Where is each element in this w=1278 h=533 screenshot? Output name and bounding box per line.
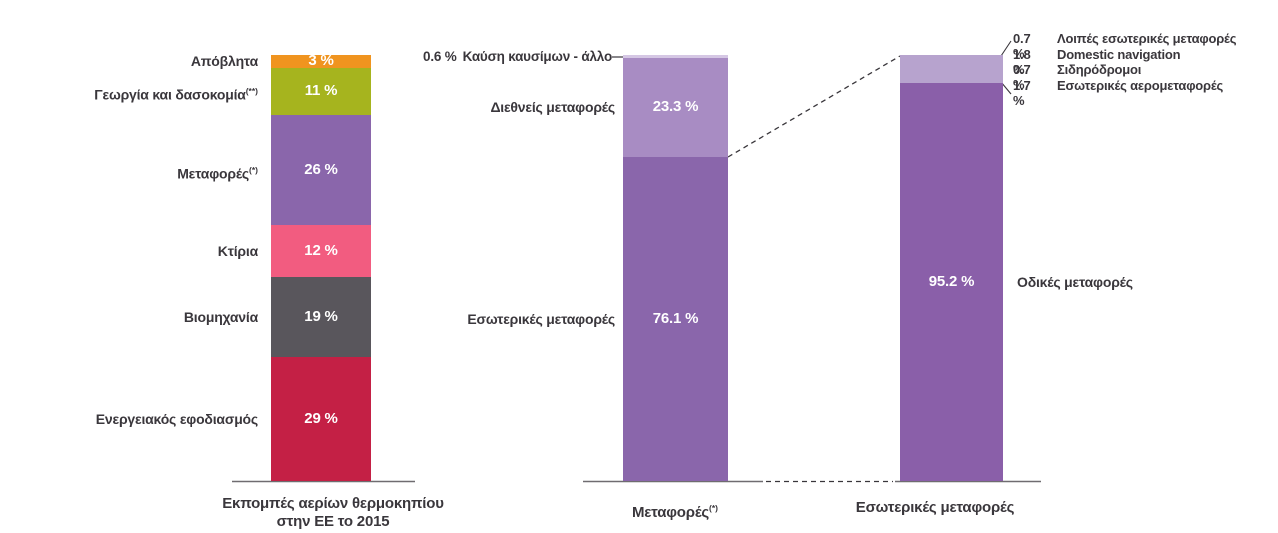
segment-value-eu-ghg-emissions-2015-2: 26 % — [304, 161, 338, 179]
callout-row: 1.7 % Εσωτερικές αερομεταφορές — [1013, 77, 1236, 108]
callout-label: Domestic navigation — [1057, 46, 1181, 62]
segment-label-eu-ghg-emissions-2015-5: Ενεργειακός εφοδιασμός — [95, 411, 258, 428]
segment-domestic-transport-split-0 — [900, 55, 1003, 83]
segment-transport-split-2 — [623, 156, 728, 481]
stacked-bar-transport-split: 23.3 % 76.1 % — [623, 55, 728, 481]
axis-label-text: Μεταφορές — [631, 504, 710, 521]
segment-label-eu-ghg-emissions-2015-0: Απόβλητα — [190, 53, 258, 70]
segment-eu-ghg-emissions-2015-1 — [271, 67, 371, 115]
domestic-modes-callout-block: 0.7 % Λοιπές εσωτερικές μεταφορές 1.8 % … — [1013, 31, 1237, 108]
segment-eu-ghg-emissions-2015-2 — [271, 114, 371, 226]
segment-eu-ghg-emissions-2015-0 — [271, 55, 371, 68]
segment-label-eu-ghg-emissions-2015-3: Κτίρια — [217, 242, 258, 259]
axis-label-transport: Μεταφορές(*) — [600, 499, 750, 522]
callout-pct: 0.7 % — [1013, 62, 1031, 92]
segment-value-eu-ghg-emissions-2015-0: 3 % — [308, 52, 334, 70]
segment-eu-ghg-emissions-2015-3 — [271, 225, 371, 277]
callout-pct: 1.7 % — [1013, 77, 1031, 108]
segment-label-transport-split-1: Διεθνείς μεταφορές — [490, 99, 615, 116]
callout-pct: 0.6 % — [423, 49, 457, 64]
axis-label-domestic-transport: Εσωτερικές μεταφορές — [850, 499, 1020, 517]
segment-label-eu-ghg-emissions-2015-2: Μεταφορές(*) — [177, 165, 258, 182]
segment-value-transport-split-2: 76.1 % — [652, 309, 699, 327]
callout-fuel-combustion-other: 0.6 % Καύση καυσίμων - άλλο — [423, 48, 612, 66]
axis-label-line1: Εκπομπές αερίων θερμοκηπίου — [222, 495, 444, 512]
axis-label-sup: (*) — [709, 503, 719, 513]
leader-line-callout-top — [1000, 40, 1012, 57]
segment-value-eu-ghg-emissions-2015-3: 12 % — [304, 241, 338, 259]
segment-label-eu-ghg-emissions-2015-4: Βιομηχανία — [183, 308, 258, 325]
axis-label-eu-emissions: Εκπομπές αερίων θερμοκηπίου στην ΕΕ το 2… — [193, 495, 473, 531]
segment-label-transport-split-2: Εσωτερικές μεταφορές — [467, 310, 615, 327]
stacked-bar-domestic-transport-split: 95.2 % — [900, 55, 1003, 481]
segment-transport-split-1 — [623, 57, 728, 157]
segment-eu-ghg-emissions-2015-4 — [271, 276, 371, 358]
segment-value-eu-ghg-emissions-2015-4: 19 % — [304, 307, 338, 325]
segment-eu-ghg-emissions-2015-5 — [271, 357, 371, 481]
segment-value-eu-ghg-emissions-2015-5: 29 % — [304, 410, 338, 428]
dashed-connector-top — [727, 55, 901, 158]
callout-row: 0.7 % Σιδηρόδρομοι — [1013, 62, 1236, 92]
callout-label: Καύση καυσίμων - άλλο — [462, 49, 613, 64]
segment-value-domestic-transport-split-1: 95.2 % — [928, 272, 975, 290]
callout-pct: 0.7 % — [1013, 31, 1031, 61]
callout-row: 1.8 % Domestic navigation — [1013, 46, 1236, 77]
segment-value-eu-ghg-emissions-2015-1: 11 % — [304, 82, 338, 100]
axis-label-line2: στην ΕΕ το 2015 — [276, 513, 390, 530]
segment-label-eu-ghg-emissions-2015-1: Γεωργία και δασοκομία(**) — [94, 86, 258, 103]
callout-label: Εσωτερικές αερομεταφορές — [1057, 77, 1224, 93]
callout-label: Σιδηρόδρομοι — [1057, 62, 1142, 77]
callout-row: 0.7 % Λοιπές εσωτερικές μεταφορές — [1013, 31, 1237, 61]
axis-label-text: Εσωτερικές μεταφορές — [855, 499, 1015, 516]
segment-transport-split-0 — [623, 55, 728, 58]
segment-label-domestic-transport-split-1: Οδικές μεταφορές — [1017, 273, 1133, 290]
segment-value-transport-split-1: 23.3 % — [652, 98, 699, 116]
stacked-bar-eu-ghg-emissions-2015: 3 % 11 % 26 % 12 % 19 % 29 % — [271, 52, 371, 481]
callout-pct: 1.8 % — [1013, 46, 1031, 77]
segment-domestic-transport-split-1 — [900, 82, 1003, 481]
callout-label: Λοιπές εσωτερικές μεταφορές — [1057, 31, 1237, 46]
